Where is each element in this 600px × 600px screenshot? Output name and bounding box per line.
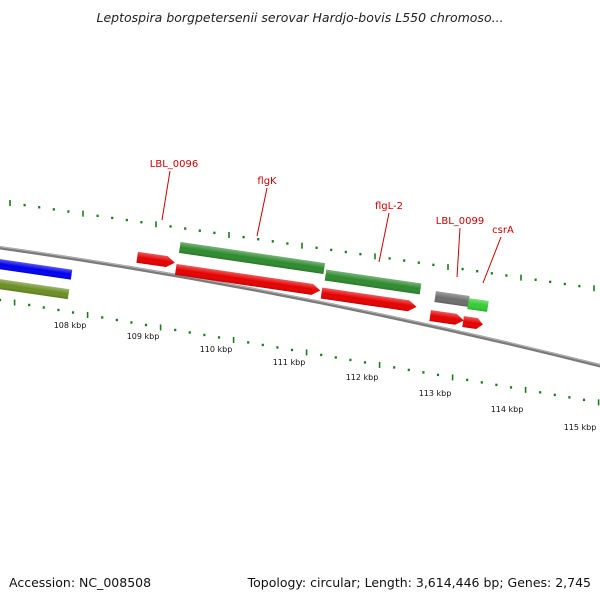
flgk-gene[interactable] [178, 242, 326, 274]
gene-label[interactable]: flgK [257, 176, 277, 187]
csra-gene[interactable] [467, 298, 489, 312]
scale-label: 115 kbp [564, 423, 597, 432]
genome-backbone [0, 245, 600, 368]
scale-label: 114 kbp [491, 405, 524, 414]
genome-summary: Topology: circular; Length: 3,614,446 bp… [247, 575, 591, 590]
flgk-cds[interactable] [174, 264, 321, 296]
leader-line [256, 187, 268, 237]
gene-label[interactable]: flgL-2 [375, 201, 403, 212]
scale-label: 108 kbp [54, 321, 87, 330]
leader-line [482, 236, 502, 284]
blue-feature[interactable] [0, 256, 73, 280]
leader-line [161, 170, 171, 221]
inner-tick-track [0, 298, 600, 406]
scale-label: 112 kbp [346, 373, 379, 382]
map-title: Leptospira borgpetersenii serovar Hardjo… [96, 10, 504, 25]
lbl-0099-gene[interactable] [434, 291, 470, 307]
feature-track [0, 242, 489, 330]
flgl-2-cds[interactable] [320, 287, 418, 313]
accession-label: Accession: NC_008508 [9, 575, 152, 590]
csra-cds[interactable] [462, 316, 483, 330]
leader-line [456, 227, 461, 278]
label-leaders [161, 170, 502, 284]
lbl-0099-cds[interactable] [429, 310, 464, 326]
scale-label: 110 kbp [200, 345, 233, 354]
flgl-2-gene[interactable] [324, 269, 422, 295]
scale-label: 113 kbp [419, 389, 452, 398]
scale-labels: 108 kbp 109 kbp 110 kbp 111 kbp 112 kbp 113 k… [54, 321, 597, 432]
gene-labels: LBL_0096 flgK flgL-2 LBL_0099 csrA [150, 159, 514, 236]
leader-line [378, 212, 390, 263]
scale-label: 109 kbp [127, 332, 160, 341]
outer-tick-track [9, 200, 595, 292]
gene-label[interactable]: csrA [492, 225, 514, 236]
gene-label[interactable]: LBL_0099 [436, 216, 484, 227]
scale-label: 111 kbp [273, 358, 306, 367]
lbl-0096-cds[interactable] [136, 251, 175, 268]
olive-feature[interactable] [0, 276, 70, 300]
gene-label[interactable]: LBL_0096 [150, 159, 198, 170]
